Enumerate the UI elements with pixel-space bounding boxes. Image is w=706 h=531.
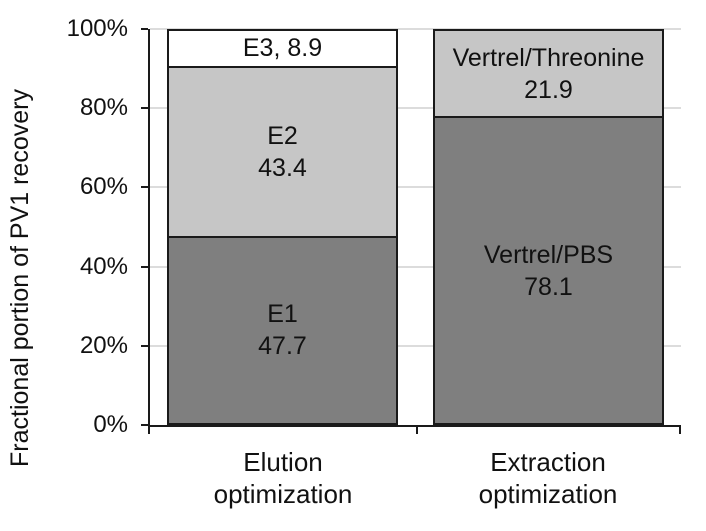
category-label-line: optimization [213,479,353,509]
segment-e3: E3, 8.9 [169,31,396,66]
category-label-2: Extraction optimization [408,446,688,510]
segment-label: 78.1 [524,272,573,301]
y-axis-line [148,29,150,427]
category-label-1: Elution optimization [143,446,423,510]
segment-label: E1 [267,300,298,329]
gridline [150,344,681,347]
category-label-line: Extraction [490,447,606,477]
y-axis-tick [141,186,148,189]
gridline [150,186,681,189]
segment-label: Vertrel/Threonine [452,43,645,72]
gridline [150,107,681,110]
y-tick-label: 80% [79,94,128,122]
segment-label: 47.7 [258,332,307,361]
x-axis-tick [679,425,681,434]
segment-vertrel-pbs: Vertrel/PBS 78.1 [435,116,662,423]
y-tick-label: 20% [79,331,128,359]
y-tick-label: 100% [66,15,128,42]
x-axis-tick [148,425,150,434]
gridline [150,265,681,268]
y-axis-tick [141,424,148,426]
category-label-line: optimization [478,479,618,509]
gridline [150,28,681,30]
y-tick-label: 0% [93,411,128,438]
y-tick-label: 40% [79,252,128,280]
segment-label: 43.4 [258,153,307,182]
category-label-line: Elution [243,447,323,477]
y-axis-tick [141,344,148,347]
segment-vertrel-threonine: Vertrel/Threonine 21.9 [435,31,662,117]
bar-2: Vertrel/Threonine 21.9 Vertrel/PBS 78.1 [433,29,664,425]
y-axis-tick [141,107,148,110]
bar-1: E3, 8.9 E2 43.4 E1 47.7 [167,29,398,425]
y-tick-label: 60% [79,173,128,201]
y-axis-tick [141,265,148,268]
segment-label: 21.9 [524,75,573,104]
segment-label: E3, 8.9 [242,34,323,63]
segment-e2: E2 43.4 [169,65,396,236]
segment-label: Vertrel/PBS [483,240,614,269]
y-axis-tick [141,28,148,30]
x-axis-tick [415,425,418,434]
segment-label: E2 [267,121,298,150]
x-axis-line [148,425,681,427]
segment-e1: E1 47.7 [169,235,396,423]
